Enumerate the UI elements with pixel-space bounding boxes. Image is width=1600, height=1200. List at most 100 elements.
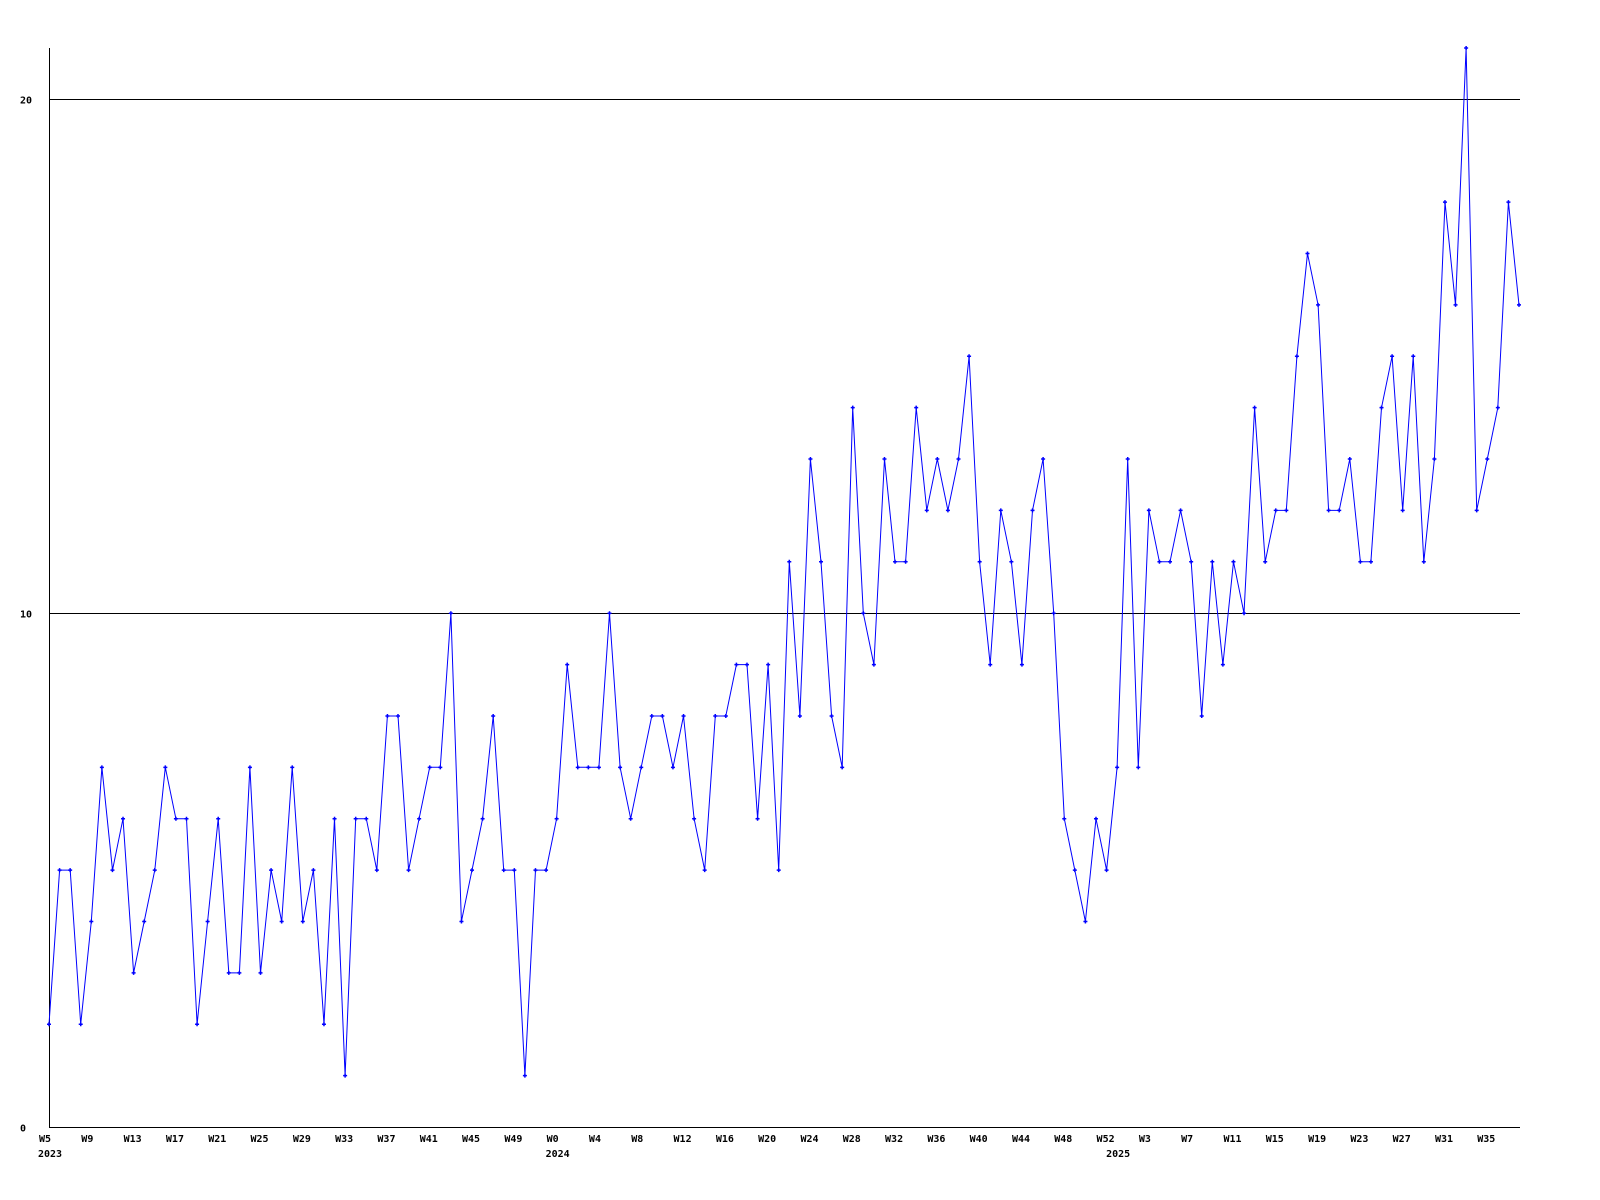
data-point bbox=[945, 508, 950, 513]
data-point bbox=[417, 816, 422, 821]
data-point bbox=[660, 713, 665, 718]
data-point bbox=[1442, 200, 1447, 205]
data-point bbox=[829, 713, 834, 718]
data-point bbox=[1072, 868, 1077, 873]
data-point bbox=[1294, 354, 1299, 359]
data-point bbox=[850, 405, 855, 410]
data-point bbox=[427, 765, 432, 770]
data-point bbox=[544, 868, 549, 873]
x-tick-label: W32 bbox=[885, 1134, 903, 1145]
x-tick-label: W49 bbox=[504, 1134, 522, 1145]
data-point bbox=[988, 662, 993, 667]
data-point bbox=[1231, 559, 1236, 564]
data-point bbox=[1517, 302, 1521, 307]
data-point bbox=[914, 405, 919, 410]
data-point bbox=[68, 868, 73, 873]
series-line bbox=[48, 47, 1520, 1076]
data-point bbox=[1009, 559, 1014, 564]
data-point bbox=[311, 868, 316, 873]
x-tick-label: W37 bbox=[377, 1134, 395, 1145]
x-tick-label: W15 bbox=[1266, 1134, 1284, 1145]
data-point bbox=[639, 765, 644, 770]
data-point bbox=[1432, 457, 1437, 462]
data-point bbox=[216, 816, 221, 821]
data-point bbox=[269, 868, 274, 873]
data-point bbox=[364, 816, 369, 821]
data-point bbox=[1421, 559, 1426, 564]
x-tick-label: W21 bbox=[208, 1134, 226, 1145]
data-point bbox=[998, 508, 1003, 513]
data-point bbox=[332, 816, 337, 821]
data-point bbox=[448, 611, 453, 616]
data-point bbox=[1168, 559, 1173, 564]
x-tick-label: W4 bbox=[589, 1134, 601, 1145]
data-point bbox=[1242, 611, 1247, 616]
data-point bbox=[205, 919, 210, 924]
data-point bbox=[819, 559, 824, 564]
data-point bbox=[247, 765, 252, 770]
data-point bbox=[1326, 508, 1331, 513]
data-point bbox=[395, 713, 400, 718]
data-point bbox=[1146, 508, 1151, 513]
data-point bbox=[935, 457, 940, 462]
data-point bbox=[47, 1022, 51, 1027]
data-point bbox=[1115, 765, 1120, 770]
data-point bbox=[237, 970, 242, 975]
data-point bbox=[861, 611, 866, 616]
data-point bbox=[1464, 46, 1469, 50]
x-tick-label: W24 bbox=[800, 1134, 818, 1145]
data-point bbox=[924, 508, 929, 513]
data-point bbox=[121, 816, 126, 821]
data-point bbox=[1220, 662, 1225, 667]
data-point bbox=[1358, 559, 1363, 564]
data-point bbox=[967, 354, 972, 359]
data-point bbox=[977, 559, 982, 564]
data-point bbox=[734, 662, 739, 667]
data-point bbox=[1305, 251, 1310, 256]
data-point bbox=[1368, 559, 1373, 564]
data-point bbox=[596, 765, 601, 770]
data-point bbox=[565, 662, 570, 667]
data-point bbox=[618, 765, 623, 770]
data-point bbox=[956, 457, 961, 462]
data-point bbox=[607, 611, 612, 616]
x-tick-labels: W5 W9 W13 W17 W21 W25 W29 W33 W37 W41 W45 W49 W0 W4 W8… bbox=[39, 1134, 1495, 1145]
data-point bbox=[1210, 559, 1215, 564]
data-point bbox=[99, 765, 104, 770]
data-point bbox=[1030, 508, 1035, 513]
x-tick-label: W20 bbox=[758, 1134, 776, 1145]
data-point bbox=[321, 1022, 326, 1027]
x-tick-label: W44 bbox=[1012, 1134, 1030, 1145]
data-point bbox=[1453, 302, 1458, 307]
data-point bbox=[1199, 713, 1204, 718]
data-point bbox=[882, 457, 887, 462]
data-point bbox=[470, 868, 475, 873]
data-point bbox=[575, 765, 580, 770]
data-point bbox=[279, 919, 284, 924]
x-tick-label: W5 bbox=[39, 1134, 51, 1145]
data-point bbox=[1041, 457, 1046, 462]
data-point bbox=[1379, 405, 1384, 410]
x-tick-label: W33 bbox=[335, 1134, 353, 1145]
axes bbox=[49, 48, 1520, 1128]
data-point bbox=[152, 868, 157, 873]
x-tick-label: W35 bbox=[1477, 1134, 1495, 1145]
data-point bbox=[1136, 765, 1141, 770]
data-point bbox=[290, 765, 295, 770]
data-point bbox=[787, 559, 792, 564]
data-point bbox=[1337, 508, 1342, 513]
data-point bbox=[438, 765, 443, 770]
data-point bbox=[522, 1073, 527, 1078]
data-point bbox=[173, 816, 178, 821]
data-point bbox=[1062, 816, 1067, 821]
data-point bbox=[300, 919, 305, 924]
x-tick-label: W8 bbox=[631, 1134, 643, 1145]
data-point bbox=[755, 816, 760, 821]
data-point bbox=[501, 868, 506, 873]
data-point bbox=[89, 919, 94, 924]
data-point bbox=[1263, 559, 1268, 564]
data-point bbox=[797, 713, 802, 718]
data-point bbox=[1189, 559, 1194, 564]
data-point bbox=[554, 816, 559, 821]
